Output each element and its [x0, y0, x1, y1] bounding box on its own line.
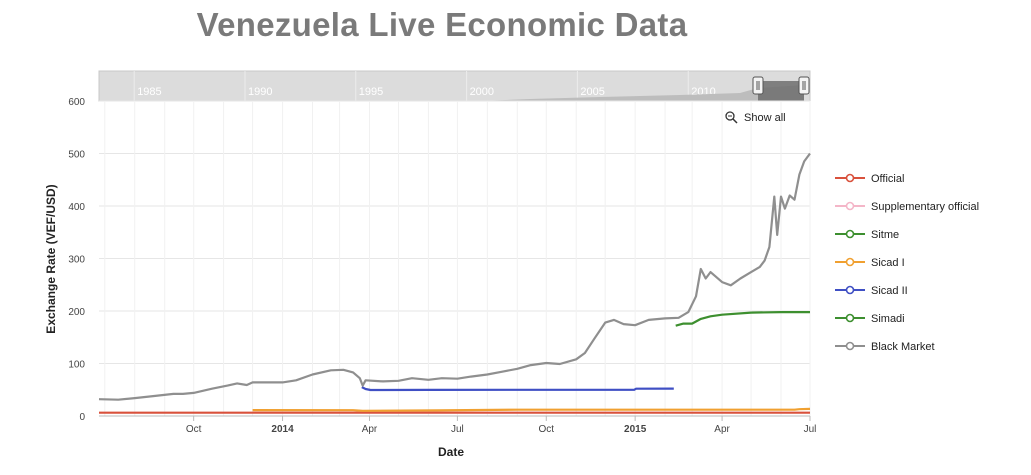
legend-swatch-marker [845, 173, 855, 183]
legend-item-simadi[interactable]: Simadi [835, 313, 905, 325]
legend-item-sitme[interactable]: Sitme [835, 229, 899, 241]
y-tick-label: 300 [68, 255, 85, 266]
navigator-label: 1995 [359, 86, 383, 98]
x-tick-label: Apr [362, 424, 378, 435]
legend-label: Simadi [871, 313, 905, 325]
legend-label: Sicad II [871, 285, 908, 297]
grid-lines [99, 100, 811, 416]
x-axis-ticks: Oct 2014 Apr Jul Oct 2015 Apr Jul [186, 416, 817, 435]
navigator[interactable]: 1985 1990 1995 2000 2005 2010 [98, 70, 811, 102]
legend-label: Supplementary official [871, 201, 979, 213]
navigator-selected-range[interactable] [758, 81, 804, 101]
y-tick-label: 100 [68, 360, 85, 371]
zoom-icon [725, 111, 735, 121]
legend-swatch-marker [845, 257, 855, 267]
legend-item-official[interactable]: Official [835, 173, 904, 185]
show-all-button[interactable]: Show all [725, 111, 786, 124]
navigator-label: 2005 [580, 86, 604, 98]
legend-swatch-marker [845, 201, 855, 211]
legend-item-black-market[interactable]: Black Market [835, 341, 935, 353]
navigator-left-handle[interactable] [752, 76, 764, 95]
legend-label: Black Market [871, 341, 935, 353]
x-tick-label: Jul [804, 424, 817, 435]
y-axis-ticks: 0 100 200 300 400 500 600 [68, 97, 85, 423]
show-all-label: Show all [744, 112, 786, 124]
legend-label: Sicad I [871, 257, 905, 269]
navigator-series [480, 85, 804, 101]
x-tick-label: Oct [538, 424, 554, 435]
x-tick-label: Apr [714, 424, 730, 435]
legend-item-sicad-ii[interactable]: Sicad II [835, 285, 908, 297]
series-line-simadi [675, 311, 810, 327]
y-tick-label: 0 [79, 412, 85, 423]
y-tick-label: 500 [68, 150, 85, 161]
navigator-label: 1985 [137, 86, 161, 98]
legend-swatch-marker [845, 285, 855, 295]
x-tick-label: Jul [451, 424, 464, 435]
legend: Official Supplementary official Sitme Sicad… [835, 173, 979, 353]
y-tick-label: 400 [68, 202, 85, 213]
legend-label: Sitme [871, 229, 899, 241]
page-title: Venezuela Live Economic Data [196, 6, 688, 43]
legend-label: Official [871, 173, 904, 185]
x-tick-label: 2014 [271, 424, 294, 435]
series-line-black-market [98, 152, 811, 401]
x-tick-label: Oct [186, 424, 202, 435]
x-axis-title: Date [438, 445, 464, 459]
legend-swatch-marker [845, 313, 855, 323]
legend-item-supplementary-official[interactable]: Supplementary official [835, 201, 979, 213]
navigator-label: 1990 [248, 86, 272, 98]
legend-swatch-marker [845, 229, 855, 239]
navigator-right-handle[interactable] [798, 76, 810, 95]
y-tick-label: 200 [68, 307, 85, 318]
navigator-label: 2000 [470, 86, 494, 98]
x-tick-label: 2015 [624, 424, 647, 435]
zoom-icon-handle [732, 118, 738, 124]
y-tick-label: 600 [68, 97, 85, 108]
legend-swatch-marker [845, 341, 855, 351]
series-line-sicad-ii [361, 386, 674, 392]
legend-item-sicad-i[interactable]: Sicad I [835, 257, 905, 269]
series-lines [98, 152, 811, 414]
series-line-sicad-i [252, 407, 811, 412]
y-axis-title: Exchange Rate (VEF/USD) [44, 184, 58, 333]
